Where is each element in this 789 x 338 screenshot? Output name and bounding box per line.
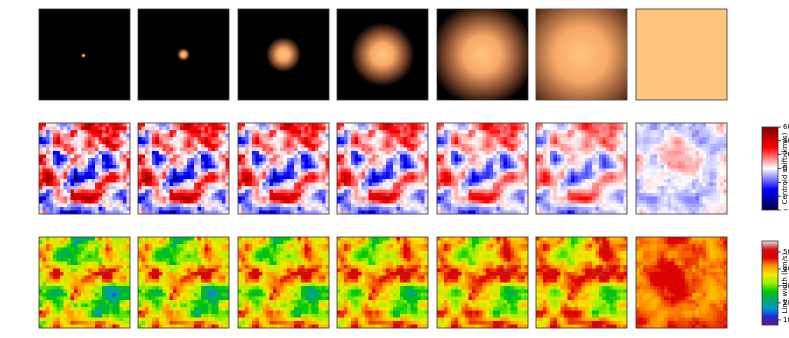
- panel: [138, 237, 229, 328]
- colorbar-label: Centroid shift (km/s): [781, 132, 789, 204]
- colorbar: [762, 127, 778, 210]
- tick-label: −600: [783, 206, 789, 214]
- panel: [337, 237, 428, 328]
- panel-image: [636, 9, 727, 100]
- panel: [138, 9, 229, 100]
- panel: [138, 123, 229, 214]
- glow: [430, 2, 536, 108]
- panel: [238, 237, 329, 328]
- panel: [636, 123, 727, 214]
- panel: [437, 237, 528, 328]
- panel: [39, 123, 130, 214]
- panel: [238, 123, 329, 214]
- glow: [266, 37, 301, 72]
- colorbar: [762, 241, 778, 325]
- panel: [437, 123, 528, 214]
- panel: [337, 123, 428, 214]
- panel: [636, 237, 727, 328]
- panel: [238, 9, 329, 100]
- panel: [536, 237, 627, 328]
- glow: [81, 53, 86, 58]
- panel: [39, 9, 130, 100]
- panel: [337, 9, 428, 100]
- panel: [430, 2, 536, 108]
- glow: [177, 48, 190, 61]
- panel: [536, 123, 627, 214]
- tick-label: 100: [783, 316, 789, 324]
- panel: [636, 9, 727, 100]
- colorbar-label: Line width (km/s): [781, 252, 789, 313]
- glow: [351, 23, 415, 87]
- panel: [39, 237, 130, 328]
- tick-label: 600: [783, 123, 789, 131]
